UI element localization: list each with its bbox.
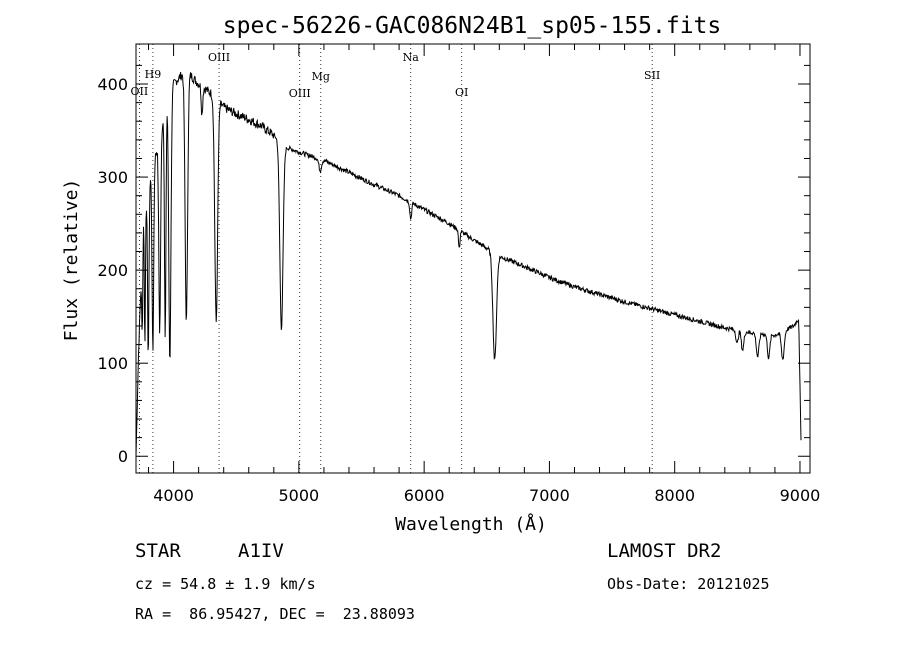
x-tick-label: 7000 [529, 486, 570, 505]
line-label: Mg [312, 70, 330, 83]
line-label: SII [644, 69, 660, 82]
observation-date: Obs-Date: 20121025 [607, 575, 770, 593]
x-tick-label: 5000 [279, 486, 320, 505]
plot-frame [135, 43, 811, 474]
line-label: H9 [145, 68, 162, 81]
x-tick-label: 6000 [404, 486, 445, 505]
object-class: STAR [135, 540, 181, 562]
object-subclass: A1IV [238, 540, 284, 562]
y-tick-label: 200 [97, 261, 128, 280]
y-tick-label: 400 [97, 75, 128, 94]
spectrum-line [135, 71, 802, 457]
chart-title: spec-56226-GAC086N24B1_sp05-155.fits [223, 13, 722, 39]
x-tick-label: 9000 [780, 486, 821, 505]
x-axis-title: Wavelength (Å) [395, 513, 547, 535]
survey-name: LAMOST DR2 [607, 540, 722, 562]
line-label: OIII [289, 87, 311, 100]
line-label: OIII [208, 51, 230, 64]
line-label: Na [403, 51, 420, 64]
line-label: OII [131, 85, 149, 98]
y-tick-label: 0 [118, 447, 128, 466]
y-tick-label: 300 [97, 168, 128, 187]
x-tick-label: 8000 [654, 486, 695, 505]
redshift-velocity: cz = 54.8 ± 1.9 km/s [135, 575, 316, 593]
y-axis-title: Flux (relative) [61, 179, 82, 342]
x-tick-label: 4000 [153, 486, 194, 505]
coordinates: RA = 86.95427, DEC = 23.88093 [135, 605, 415, 623]
line-label: OI [455, 86, 468, 99]
y-tick-label: 100 [97, 354, 128, 373]
